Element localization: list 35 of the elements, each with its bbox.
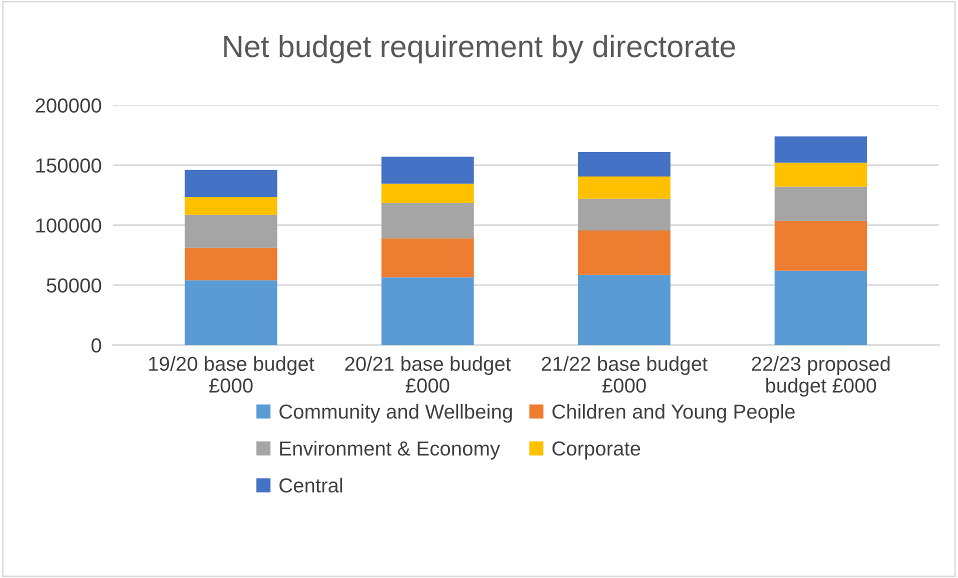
bar (184, 196, 278, 215)
bar (774, 186, 868, 221)
bar (184, 280, 278, 346)
bar (774, 270, 868, 346)
bar (774, 220, 868, 271)
bar (578, 198, 670, 231)
bar (381, 156, 474, 184)
legend-label: Community and Wellbeing (280, 404, 512, 423)
bar (381, 184, 474, 203)
bar (578, 176, 670, 199)
bar (381, 202, 474, 238)
x-tick-label: 22/23 proposed budget £000 (752, 356, 890, 397)
y-tick-label: 50000 (46, 278, 102, 293)
bar (578, 274, 670, 346)
bar (381, 238, 474, 278)
bar (184, 170, 278, 197)
x-tick-label: 19/20 base budget £000 (149, 356, 314, 393)
legend-label: Children and Young People (552, 404, 795, 423)
bar (774, 162, 868, 187)
bar (774, 136, 868, 163)
bar (184, 214, 278, 248)
x-tick-label: 21/22 base budget £000 (542, 356, 708, 393)
x-tick-label: 20/21 base budget £000 (345, 356, 511, 393)
legend-label: Environment & Economy (280, 440, 500, 460)
chart-title: Net budget requirement by directorate (224, 34, 735, 64)
y-tick-label: 150000 (36, 158, 102, 173)
y-tick-label: 100000 (36, 218, 102, 233)
bar (184, 248, 278, 280)
y-tick-label: 200000 (36, 98, 102, 113)
bar (381, 277, 474, 346)
legend-label: Corporate (552, 441, 640, 460)
bar (578, 152, 670, 177)
legend-label: Central (280, 478, 342, 493)
bar (578, 230, 670, 275)
y-tick-label: 0 (92, 338, 102, 353)
